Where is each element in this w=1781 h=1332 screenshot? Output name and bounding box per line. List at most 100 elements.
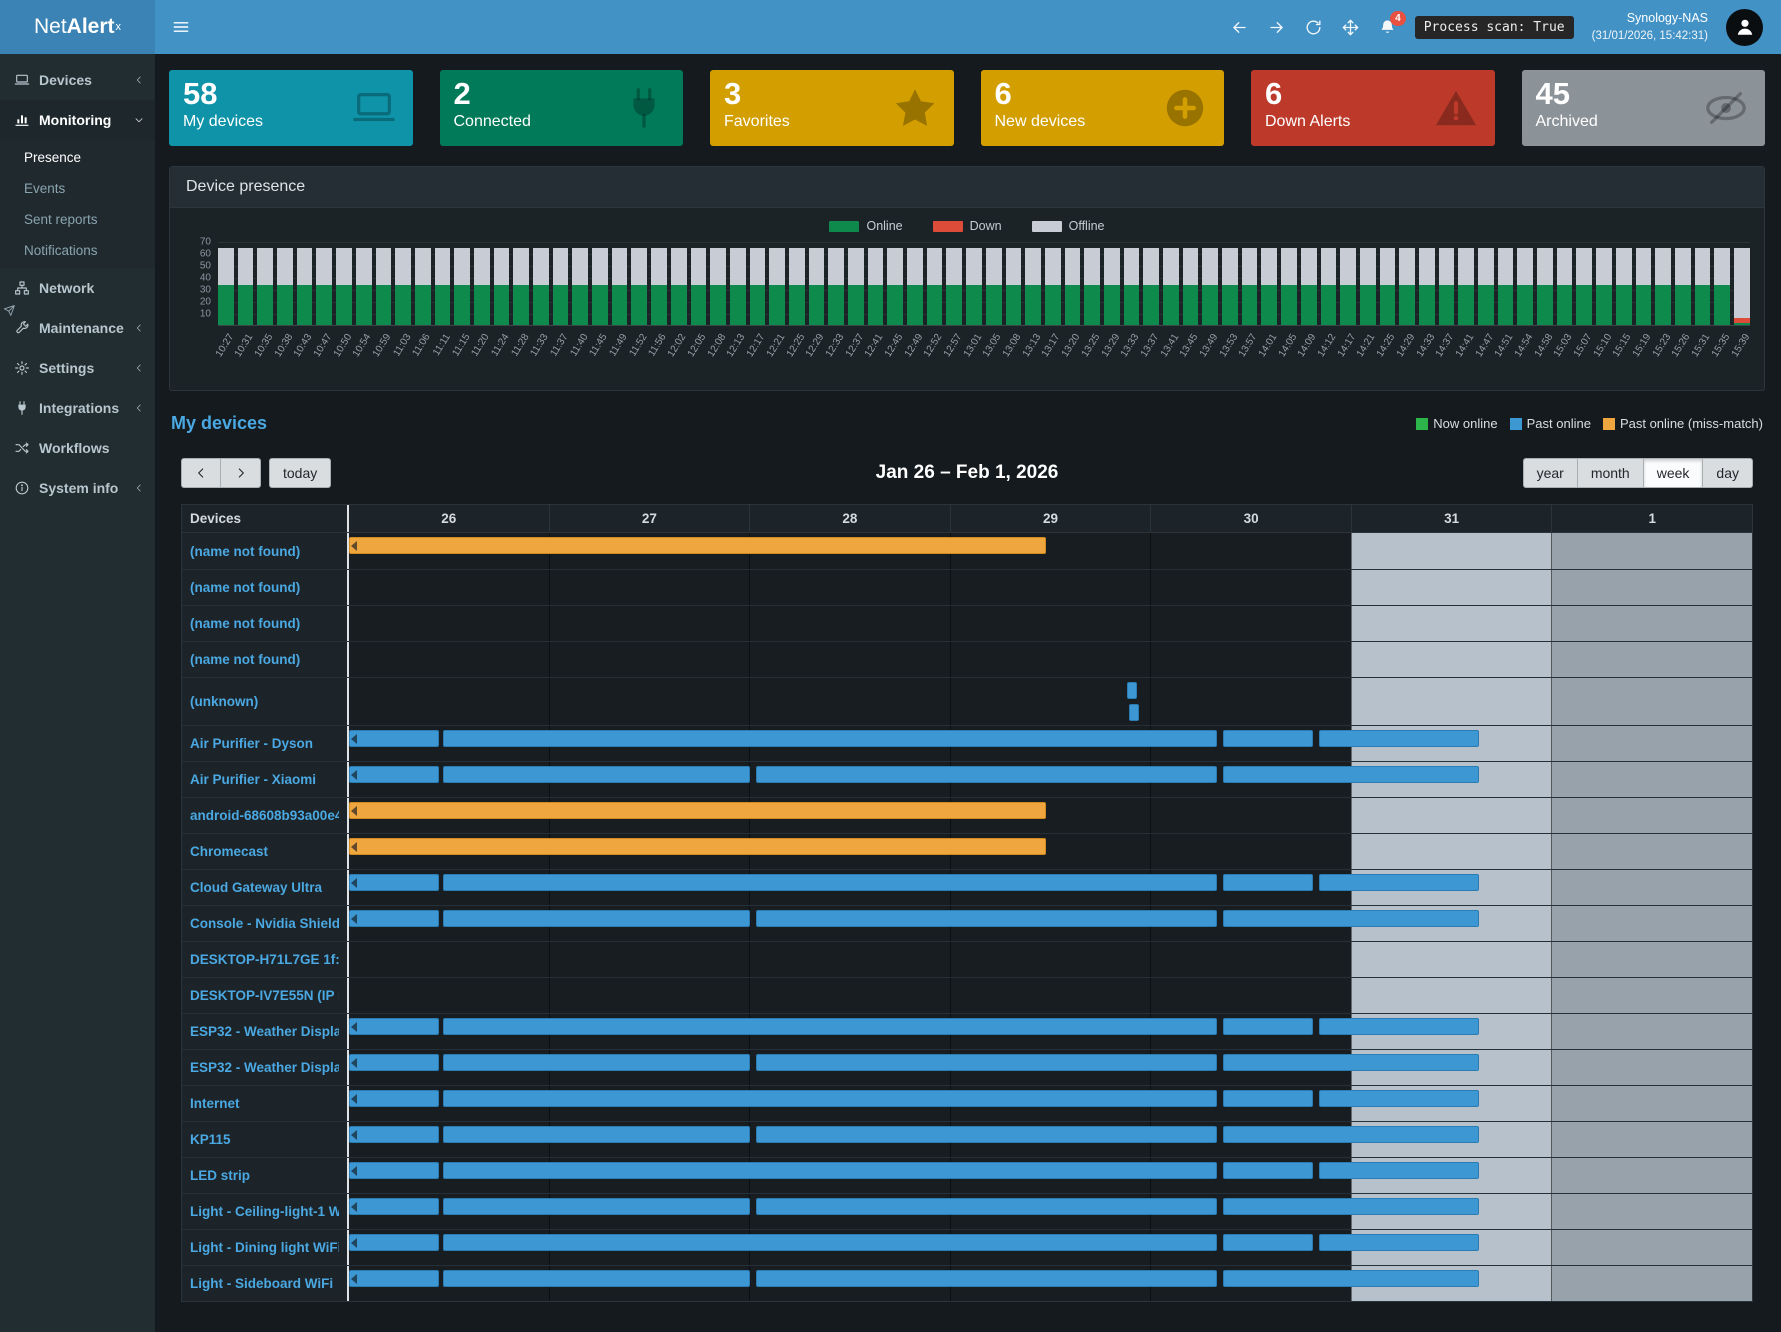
timeline-event-bar[interactable] — [1319, 874, 1480, 891]
sidebar-subitem-sent-reports[interactable]: Sent reports — [24, 212, 98, 227]
sidebar-item-devices[interactable]: Devices — [0, 60, 155, 100]
timeline-event-bar[interactable] — [1222, 910, 1480, 927]
stat-card-favorites[interactable]: 3 Favorites — [710, 70, 954, 146]
device-link[interactable]: ESP32 - Weather Display — [190, 1024, 339, 1039]
timeline-event-bar[interactable] — [443, 1054, 750, 1071]
sidebar-item-maintenance[interactable]: Maintenance — [0, 308, 155, 348]
sidebar-item-integrations[interactable]: Integrations — [0, 388, 155, 428]
timeline-event-bar[interactable] — [443, 1090, 1217, 1107]
timeline-event-bar[interactable] — [349, 1270, 440, 1287]
timeline-event-bar[interactable] — [1319, 1090, 1480, 1107]
timeline-event-bar[interactable] — [349, 910, 440, 927]
timeline-event-bar[interactable] — [755, 910, 1217, 927]
sidebar-item-workflows[interactable]: Workflows — [0, 428, 155, 468]
sidebar-item-network[interactable]: Network — [0, 268, 155, 308]
view-button-month[interactable]: month — [1577, 458, 1644, 488]
timeline-event-bar[interactable] — [1222, 730, 1314, 747]
timeline-event-bar[interactable] — [349, 1126, 440, 1143]
timeline-event-bar[interactable] — [443, 1018, 1217, 1035]
timeline-event-bar[interactable] — [349, 766, 440, 783]
app-logo[interactable]: Net Alert x — [0, 0, 155, 54]
timeline-event-bar[interactable] — [443, 1198, 750, 1215]
timeline-event-bar[interactable] — [1319, 1234, 1480, 1251]
fullscreen-button[interactable] — [1341, 18, 1360, 37]
timeline-event-bar[interactable] — [1319, 730, 1480, 747]
stat-card-my-devices[interactable]: 58 My devices — [169, 70, 413, 146]
device-link[interactable]: (name not found) — [190, 616, 301, 631]
timeline-event-bar[interactable] — [349, 1162, 440, 1179]
timeline-event-bar[interactable] — [349, 1090, 440, 1107]
timeline-event-bar[interactable] — [1222, 1198, 1480, 1215]
timeline-event-bar[interactable] — [1128, 704, 1139, 721]
device-link[interactable]: Air Purifier - Dyson — [190, 736, 314, 751]
device-link[interactable]: DESKTOP-IV7E55N (IP m — [190, 988, 339, 1003]
device-link[interactable]: Air Purifier - Xiaomi — [190, 772, 317, 787]
timeline-event-bar[interactable] — [1319, 1162, 1480, 1179]
sidebar-toggle-button[interactable] — [155, 0, 207, 54]
device-link[interactable]: KP115 — [190, 1132, 231, 1147]
timeline-event-bar[interactable] — [755, 1198, 1217, 1215]
timeline-event-bar[interactable] — [1222, 1054, 1480, 1071]
device-link[interactable]: ESP32 - Weather Display — [190, 1060, 339, 1075]
next-button[interactable] — [221, 458, 261, 488]
device-link[interactable]: (name not found) — [190, 543, 301, 559]
refresh-button[interactable] — [1304, 18, 1323, 37]
view-button-week[interactable]: week — [1643, 458, 1704, 488]
device-link[interactable]: Chromecast — [190, 844, 269, 859]
sidebar-subitem-presence[interactable]: Presence — [24, 150, 82, 165]
device-link[interactable]: Light - Dining light WiFi — [190, 1240, 339, 1255]
timeline-event-bar[interactable] — [349, 1234, 440, 1251]
timeline-event-bar[interactable] — [1222, 1126, 1480, 1143]
device-link[interactable]: Light - Sideboard WiFi — [190, 1276, 334, 1291]
timeline-event-bar[interactable] — [349, 838, 1047, 855]
sidebar-item-settings[interactable]: Settings — [0, 348, 155, 388]
stat-card-new-devices[interactable]: 6 New devices — [980, 70, 1224, 146]
device-link[interactable]: (name not found) — [190, 652, 301, 667]
forward-button[interactable] — [1267, 18, 1286, 37]
device-link[interactable]: LED strip — [190, 1168, 251, 1183]
notifications-button[interactable]: 4 — [1378, 10, 1406, 37]
timeline-event-bar[interactable] — [349, 802, 1047, 819]
timeline-event-bar[interactable] — [349, 730, 440, 747]
timeline-event-bar[interactable] — [1222, 1162, 1314, 1179]
timeline-event-bar[interactable] — [1222, 1234, 1314, 1251]
device-link[interactable]: (name not found) — [190, 580, 301, 595]
device-link[interactable]: Internet — [190, 1096, 240, 1111]
stat-card-archived[interactable]: 45 Archived — [1521, 70, 1765, 146]
device-link[interactable]: Light - Ceiling-light-1 Wi — [190, 1204, 339, 1219]
timeline-event-bar[interactable] — [1222, 1018, 1314, 1035]
device-link[interactable]: Cloud Gateway Ultra — [190, 880, 323, 895]
timeline-event-bar[interactable] — [755, 1054, 1217, 1071]
timeline-event-bar[interactable] — [1319, 1018, 1480, 1035]
sidebar-item-system-info[interactable]: System info — [0, 468, 155, 508]
sidebar-item-monitoring[interactable]: Monitoring — [0, 100, 155, 140]
stat-card-down-alerts[interactable]: 6 Down Alerts — [1251, 70, 1495, 146]
timeline-event-bar[interactable] — [443, 910, 750, 927]
timeline-event-bar[interactable] — [443, 1162, 1217, 1179]
timeline-event-bar[interactable] — [349, 874, 440, 891]
user-avatar[interactable] — [1726, 8, 1763, 46]
device-link[interactable]: DESKTOP-H71L7GE 1f:99 — [190, 952, 339, 967]
view-button-year[interactable]: year — [1522, 458, 1578, 488]
device-link[interactable]: android-68608b93a00e4 — [190, 808, 339, 823]
sidebar-subitem-notifications[interactable]: Notifications — [24, 243, 98, 258]
timeline-event-bar[interactable] — [755, 1126, 1217, 1143]
device-link[interactable]: (unknown) — [190, 694, 259, 709]
device-link[interactable]: Console - Nvidia Shield T — [190, 916, 339, 931]
timeline-event-bar[interactable] — [1222, 874, 1314, 891]
timeline-event-bar[interactable] — [1222, 766, 1480, 783]
timeline-event-bar[interactable] — [349, 537, 1047, 554]
today-button[interactable]: today — [269, 458, 332, 488]
stat-card-connected[interactable]: 2 Connected — [439, 70, 683, 146]
timeline-event-bar[interactable] — [443, 766, 750, 783]
timeline-event-bar[interactable] — [349, 1018, 440, 1035]
timeline-event-bar[interactable] — [1222, 1090, 1314, 1107]
timeline-event-bar[interactable] — [755, 1270, 1217, 1287]
back-button[interactable] — [1230, 18, 1249, 37]
timeline-event-bar[interactable] — [443, 1234, 1217, 1251]
timeline-event-bar[interactable] — [443, 730, 1217, 747]
timeline-event-bar[interactable] — [349, 1198, 440, 1215]
sidebar-subitem-events[interactable]: Events — [24, 181, 66, 196]
timeline-event-bar[interactable] — [1222, 1270, 1480, 1287]
timeline-event-bar[interactable] — [349, 1054, 440, 1071]
